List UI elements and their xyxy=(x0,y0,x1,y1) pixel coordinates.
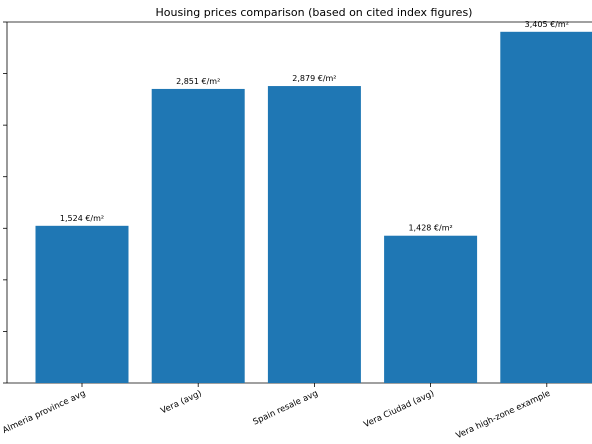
bar xyxy=(500,31,592,383)
x-tick-label: Vera (avg) xyxy=(159,389,203,417)
bar xyxy=(151,88,245,384)
bar-value-label: 3,405 €/m² xyxy=(525,20,569,29)
bar-value-label: 1,524 €/m² xyxy=(60,214,104,223)
x-tick-label: Vera Ciudad (avg) xyxy=(362,389,436,430)
bar-value-label: 2,879 €/m² xyxy=(292,74,336,83)
x-axis-ticks: Almeria province avg Vera (avg) Spain resa… xyxy=(1,383,552,441)
x-tick-label: Spain resale avg xyxy=(251,389,319,428)
bar xyxy=(267,86,361,384)
x-tick-label: Almeria province avg xyxy=(1,389,87,436)
bar-value-label: 1,428 €/m² xyxy=(408,224,452,233)
bars-group: 1,524 €/m² 2,851 €/m² 2,879 €/m² 1,428 €/m²… xyxy=(35,20,592,384)
bar-value-label: 2,851 €/m² xyxy=(176,77,220,86)
bar xyxy=(384,235,478,383)
x-tick-label: Vera high-zone example xyxy=(455,389,553,442)
bar xyxy=(35,225,129,383)
chart-title: Housing prices comparison (based on cite… xyxy=(156,6,473,19)
